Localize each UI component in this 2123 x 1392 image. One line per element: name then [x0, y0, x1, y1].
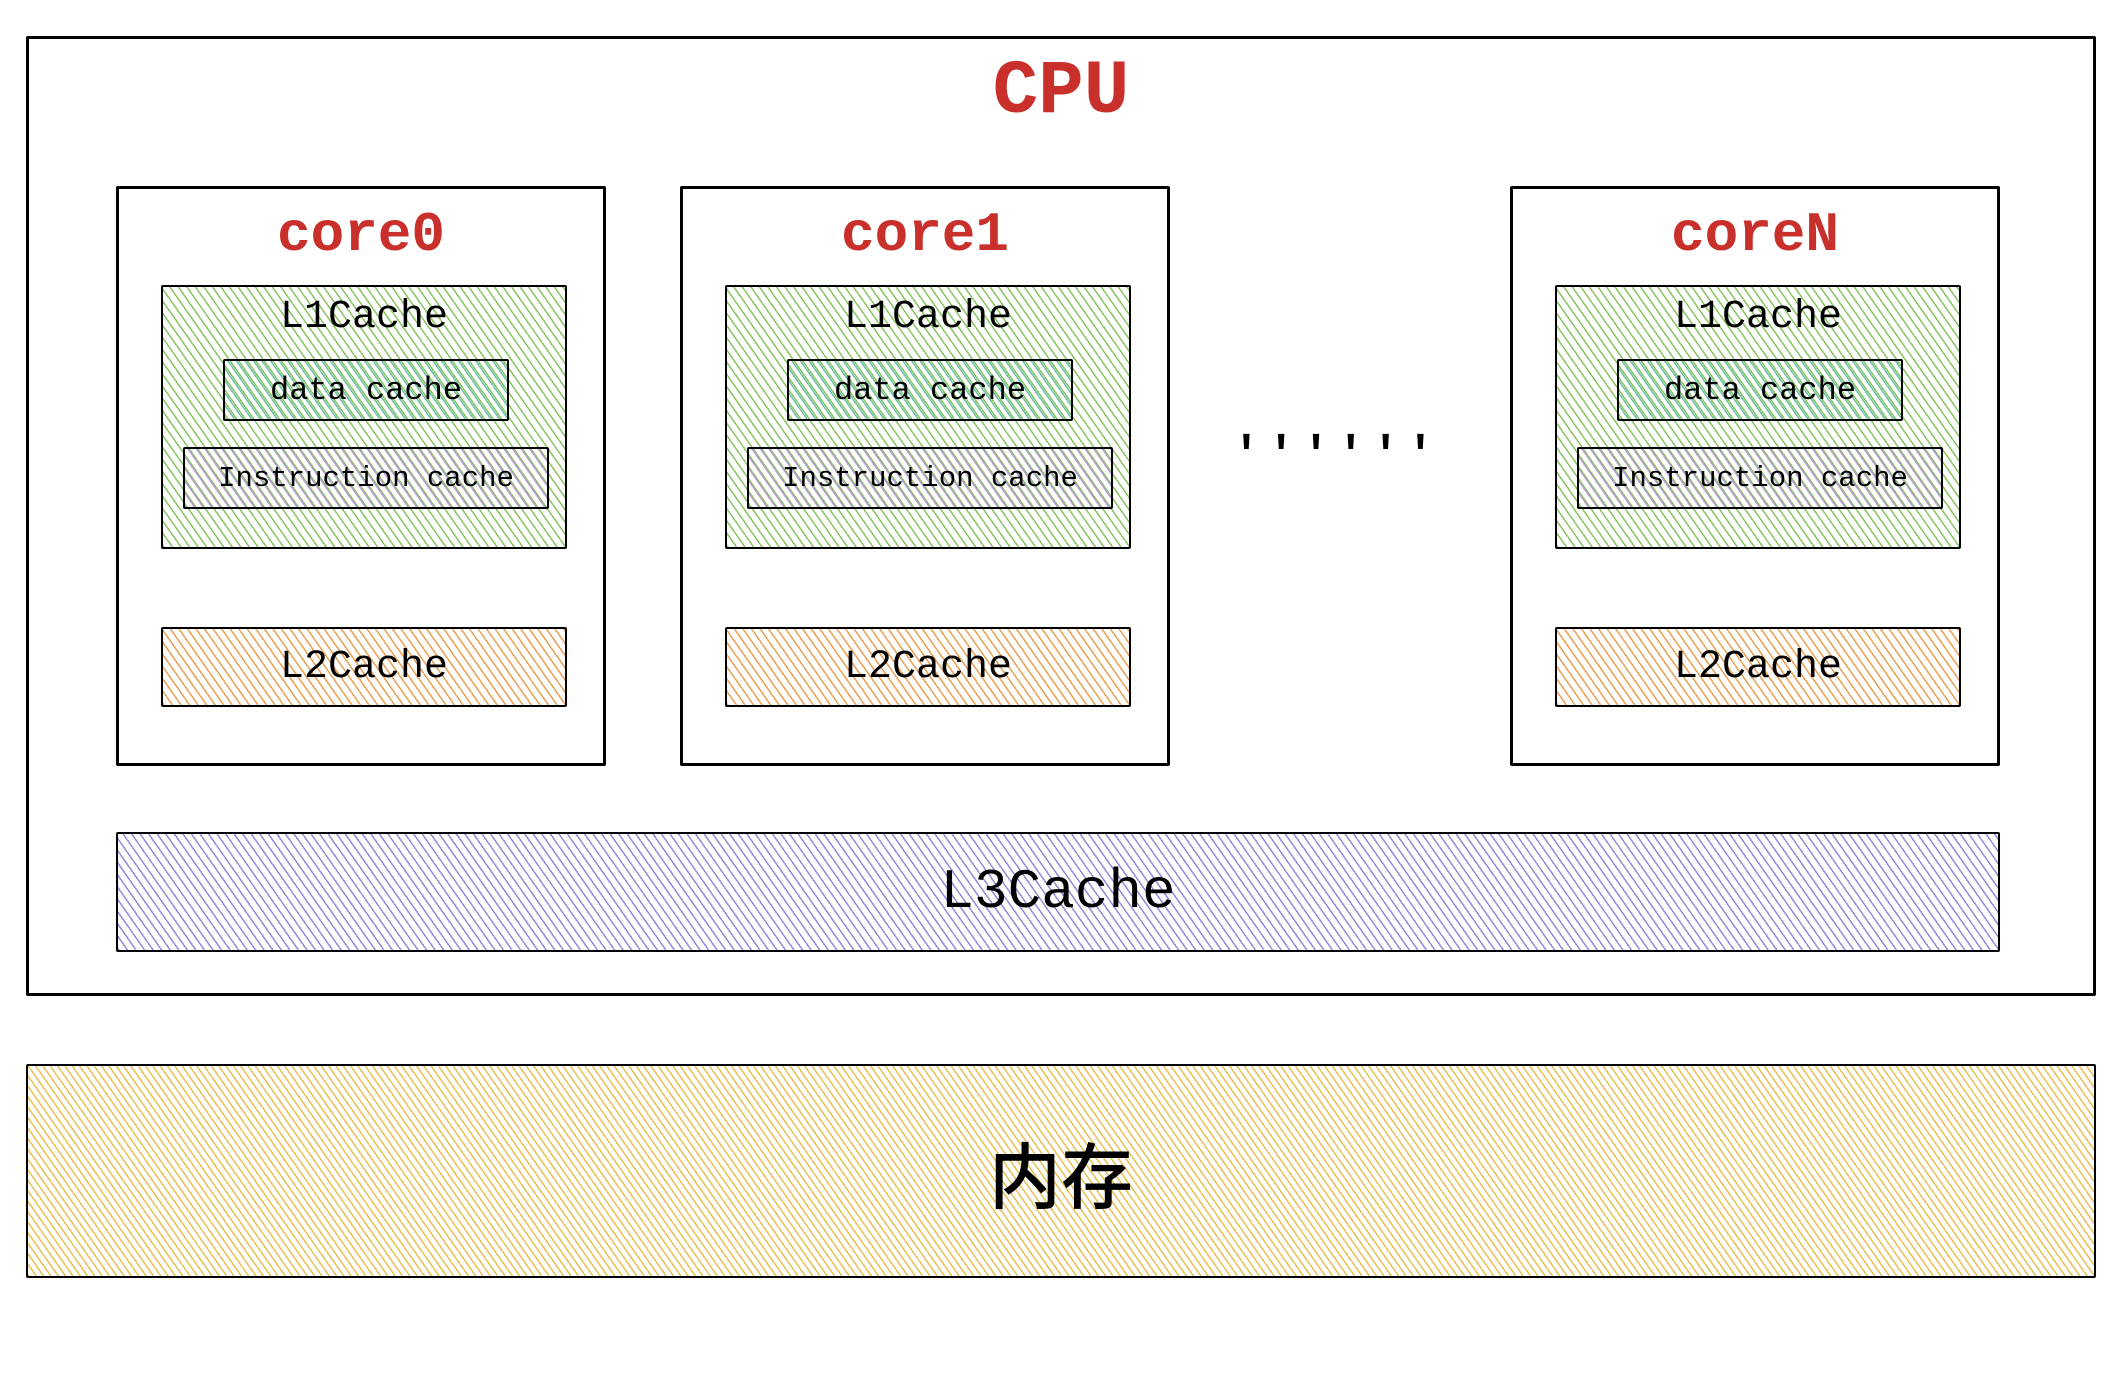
l2-cache-label: L2Cache	[1674, 645, 1842, 690]
l1-cache-label: L1Cache	[727, 295, 1129, 340]
instruction-cache-label: Instruction cache	[218, 462, 514, 495]
l1-cache: L1Cache data cache Instruction cache	[1555, 285, 1961, 549]
core-box: coreNL1Cachedata cacheInstruction cacheL…	[1510, 186, 2000, 766]
l1-cache-label: L1Cache	[163, 295, 565, 340]
l2-cache-label: L2Cache	[280, 645, 448, 690]
instruction-cache: Instruction cache	[1577, 447, 1943, 509]
l2-cache: L2Cache	[161, 627, 567, 707]
core-title: coreN	[1513, 203, 1997, 267]
l3-cache-label: L3Cache	[940, 860, 1175, 924]
core-box: core1L1Cachedata cacheInstruction cacheL…	[680, 186, 1170, 766]
data-cache-label: data cache	[270, 372, 462, 409]
l3-cache: L3Cache	[116, 832, 2000, 952]
l2-cache: L2Cache	[1555, 627, 1961, 707]
l1-cache-label: L1Cache	[1557, 295, 1959, 340]
data-cache: data cache	[787, 359, 1073, 421]
l1-cache: L1Cache data cache Instruction cache	[161, 285, 567, 549]
data-cache-label: data cache	[1664, 372, 1856, 409]
data-cache-label: data cache	[834, 372, 1026, 409]
l2-cache: L2Cache	[725, 627, 1131, 707]
memory-label: 内存	[989, 1119, 1133, 1224]
cores-ellipsis: ''''''	[1232, 430, 1441, 484]
core-title: core1	[683, 203, 1167, 267]
core-box: core0L1Cachedata cacheInstruction cacheL…	[116, 186, 606, 766]
memory-block: 内存	[26, 1064, 2096, 1278]
l1-cache: L1Cache data cache Instruction cache	[725, 285, 1131, 549]
instruction-cache: Instruction cache	[747, 447, 1113, 509]
instruction-cache: Instruction cache	[183, 447, 549, 509]
l2-cache-label: L2Cache	[844, 645, 1012, 690]
data-cache: data cache	[1617, 359, 1903, 421]
core-title: core0	[119, 203, 603, 267]
instruction-cache-label: Instruction cache	[1612, 462, 1908, 495]
cpu-title: CPU	[29, 49, 2093, 135]
data-cache: data cache	[223, 359, 509, 421]
instruction-cache-label: Instruction cache	[782, 462, 1078, 495]
